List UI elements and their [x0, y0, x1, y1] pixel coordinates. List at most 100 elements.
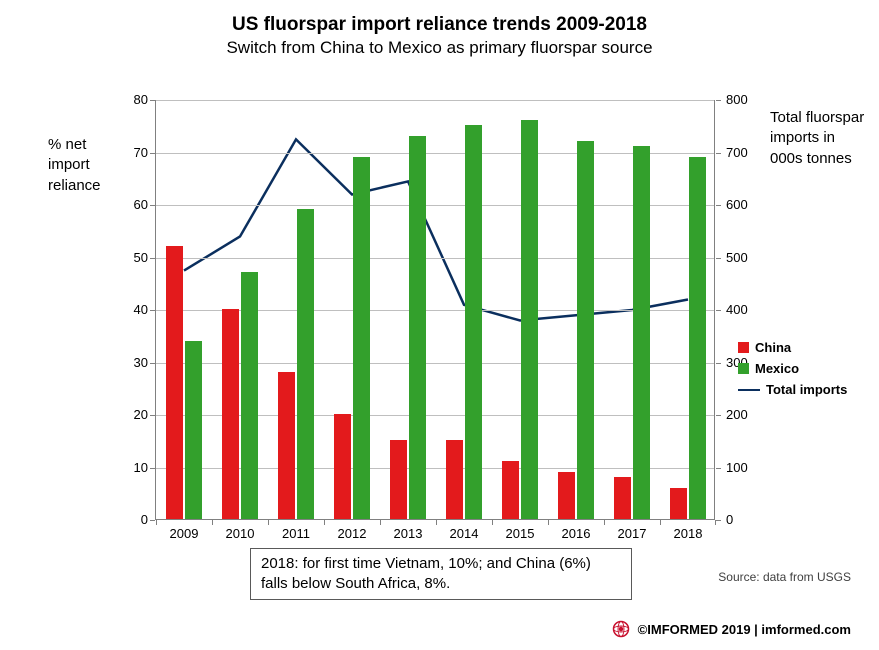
line-total-imports — [184, 139, 688, 320]
plot-area: 0102030405060708001002003004005006007008… — [155, 100, 715, 520]
left-tick — [150, 258, 155, 259]
right-axis-title: Total fluorspar imports in 000s tonnes — [770, 108, 865, 169]
left-tick-label: 30 — [118, 355, 148, 370]
bar-china — [278, 372, 296, 519]
right-tick — [716, 310, 721, 311]
x-axis-label: 2017 — [618, 526, 647, 541]
legend-item-china: China — [738, 340, 847, 355]
bar-china — [558, 472, 576, 519]
gridline — [156, 205, 714, 206]
left-tick-label: 0 — [118, 512, 148, 527]
x-tick — [380, 520, 381, 525]
annotation-box: 2018: for first time Vietnam, 10%; and C… — [250, 548, 632, 600]
right-tick-label: 600 — [726, 197, 766, 212]
x-axis-label: 2014 — [450, 526, 479, 541]
bar-mexico — [409, 136, 427, 519]
right-tick — [716, 153, 721, 154]
x-tick — [604, 520, 605, 525]
bar-mexico — [465, 125, 483, 519]
legend-label: Mexico — [755, 361, 799, 376]
right-tick — [716, 415, 721, 416]
legend-label: China — [755, 340, 791, 355]
legend: China Mexico Total imports — [738, 340, 847, 403]
bar-china — [614, 477, 632, 519]
gridline — [156, 153, 714, 154]
left-tick — [150, 310, 155, 311]
left-tick-label: 40 — [118, 302, 148, 317]
left-tick — [150, 415, 155, 416]
footer-copyright: ©IMFORMED 2019 | imformed.com — [638, 622, 851, 637]
left-tick — [150, 100, 155, 101]
legend-item-mexico: Mexico — [738, 361, 847, 376]
x-tick — [492, 520, 493, 525]
bar-mexico — [353, 157, 371, 519]
left-tick — [150, 363, 155, 364]
legend-label: Total imports — [766, 382, 847, 397]
bar-mexico — [577, 141, 595, 519]
x-tick — [324, 520, 325, 525]
x-axis-label: 2009 — [170, 526, 199, 541]
chart-subtitle: Switch from China to Mexico as primary f… — [0, 38, 879, 58]
x-tick — [212, 520, 213, 525]
x-axis-label: 2016 — [562, 526, 591, 541]
x-tick — [548, 520, 549, 525]
x-axis-label: 2018 — [674, 526, 703, 541]
legend-item-total: Total imports — [738, 382, 847, 397]
left-tick — [150, 205, 155, 206]
bar-mexico — [241, 272, 259, 519]
bar-china — [502, 461, 520, 519]
left-axis-title: % net import reliance — [48, 135, 118, 196]
right-tick-label: 800 — [726, 92, 766, 107]
left-tick — [150, 468, 155, 469]
bar-china — [446, 440, 464, 519]
left-tick — [150, 520, 155, 521]
left-tick-label: 70 — [118, 145, 148, 160]
gridline — [156, 100, 714, 101]
x-tick — [268, 520, 269, 525]
bar-china — [670, 488, 688, 520]
bar-mexico — [521, 120, 539, 519]
bar-china — [222, 309, 240, 519]
x-axis-label: 2012 — [338, 526, 367, 541]
chart-title: US fluorspar import reliance trends 2009… — [0, 14, 879, 36]
left-tick-label: 20 — [118, 407, 148, 422]
right-tick — [716, 363, 721, 364]
legend-swatch-china — [738, 342, 749, 353]
bar-mexico — [297, 209, 315, 519]
bar-china — [390, 440, 408, 519]
left-tick-label: 60 — [118, 197, 148, 212]
x-axis-label: 2010 — [226, 526, 255, 541]
x-tick — [660, 520, 661, 525]
imformed-logo-icon — [612, 620, 630, 638]
right-tick-label: 700 — [726, 145, 766, 160]
source-text: Source: data from USGS — [718, 570, 851, 584]
legend-swatch-mexico — [738, 363, 749, 374]
left-tick-label: 50 — [118, 250, 148, 265]
x-axis-label: 2015 — [506, 526, 535, 541]
right-tick-label: 500 — [726, 250, 766, 265]
left-tick-label: 10 — [118, 460, 148, 475]
x-tick — [156, 520, 157, 525]
legend-line-total — [738, 389, 760, 391]
right-tick-label: 0 — [726, 512, 766, 527]
bar-china — [334, 414, 352, 519]
bar-mexico — [185, 341, 203, 520]
right-tick — [716, 468, 721, 469]
bar-china — [166, 246, 184, 519]
x-axis-label: 2011 — [282, 526, 310, 541]
right-tick — [716, 100, 721, 101]
footer: ©IMFORMED 2019 | imformed.com — [612, 620, 851, 638]
right-tick — [716, 205, 721, 206]
right-tick — [716, 520, 721, 521]
left-tick — [150, 153, 155, 154]
bar-mexico — [633, 146, 651, 519]
x-axis-label: 2013 — [394, 526, 423, 541]
right-tick — [716, 258, 721, 259]
x-tick — [436, 520, 437, 525]
right-tick-label: 100 — [726, 460, 766, 475]
right-tick-label: 200 — [726, 407, 766, 422]
gridline — [156, 258, 714, 259]
x-tick — [715, 520, 716, 525]
right-tick-label: 400 — [726, 302, 766, 317]
left-tick-label: 80 — [118, 92, 148, 107]
